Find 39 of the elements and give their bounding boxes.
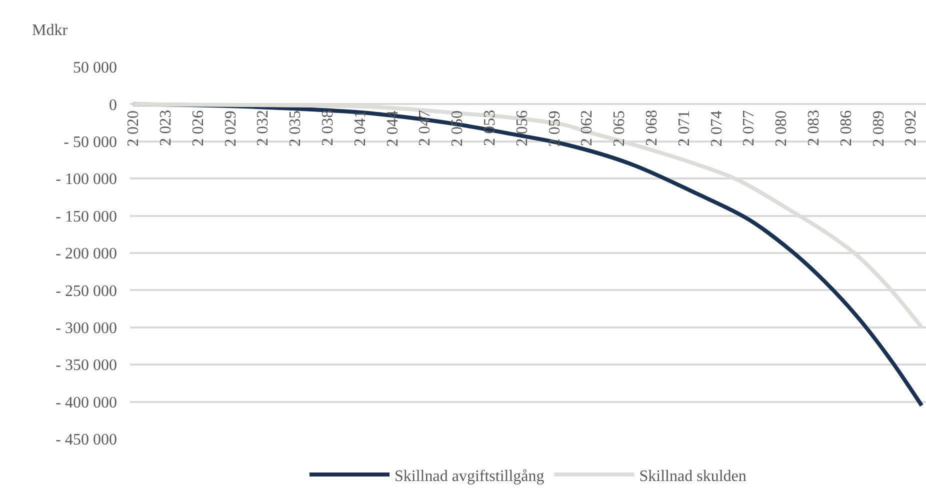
x-tick-label: 2 026: [190, 110, 207, 146]
x-tick-label: 2 032: [254, 110, 272, 146]
y-tick-label: - 350 000: [56, 357, 117, 374]
x-tick-label: 2 038: [319, 110, 336, 146]
x-tick-label: 2 074: [708, 110, 726, 147]
x-tick-label: 2 053: [481, 110, 498, 146]
x-tick-label: 2 047: [416, 110, 434, 146]
x-tick-label: 2 092: [902, 110, 920, 146]
y-tick-label: 50 000: [73, 60, 117, 77]
legend-label: Skillnad skulden: [639, 468, 746, 485]
y-tick-label: - 100 000: [56, 171, 117, 188]
x-tick-label: 2 083: [805, 110, 822, 146]
y-tick-label: 0: [109, 96, 117, 114]
x-tick-label: 2 041: [352, 110, 369, 146]
x-tick-label: 2 020: [125, 110, 142, 146]
x-tick-label: 2 029: [222, 110, 240, 147]
x-tick-label: 2 035: [287, 110, 304, 146]
y-tick-label: - 250 000: [56, 282, 117, 300]
x-tick-label: 2 065: [611, 110, 628, 146]
x-tick-label: 2 077: [740, 110, 758, 146]
y-tick-label: - 200 000: [56, 246, 117, 263]
x-tick-label: 2 059: [546, 110, 564, 147]
y-tick-label: - 400 000: [56, 394, 117, 412]
x-tick-label: 2 023: [157, 110, 174, 146]
x-tick-label: 2 050: [449, 110, 466, 146]
legend-label: Skillnad avgiftstillgång: [394, 468, 544, 485]
x-tick-label: 2 080: [773, 110, 790, 146]
x-tick-label: 2 086: [838, 110, 855, 146]
y-tick-label: - 50 000: [64, 134, 117, 151]
x-tick-label: 2 068: [643, 110, 660, 146]
x-tick-label: 2 089: [870, 110, 888, 147]
y-tick-label: - 150 000: [56, 208, 117, 226]
x-tick-label: 2 071: [676, 110, 693, 146]
x-tick-label: 2 056: [514, 110, 531, 146]
y-tick-label: - 300 000: [56, 320, 117, 337]
x-tick-label: 2 044: [384, 110, 402, 147]
y-axis-title: Mdkr: [32, 22, 68, 39]
y-tick-label: - 450 000: [56, 432, 117, 449]
x-tick-label: 2 062: [578, 110, 596, 146]
